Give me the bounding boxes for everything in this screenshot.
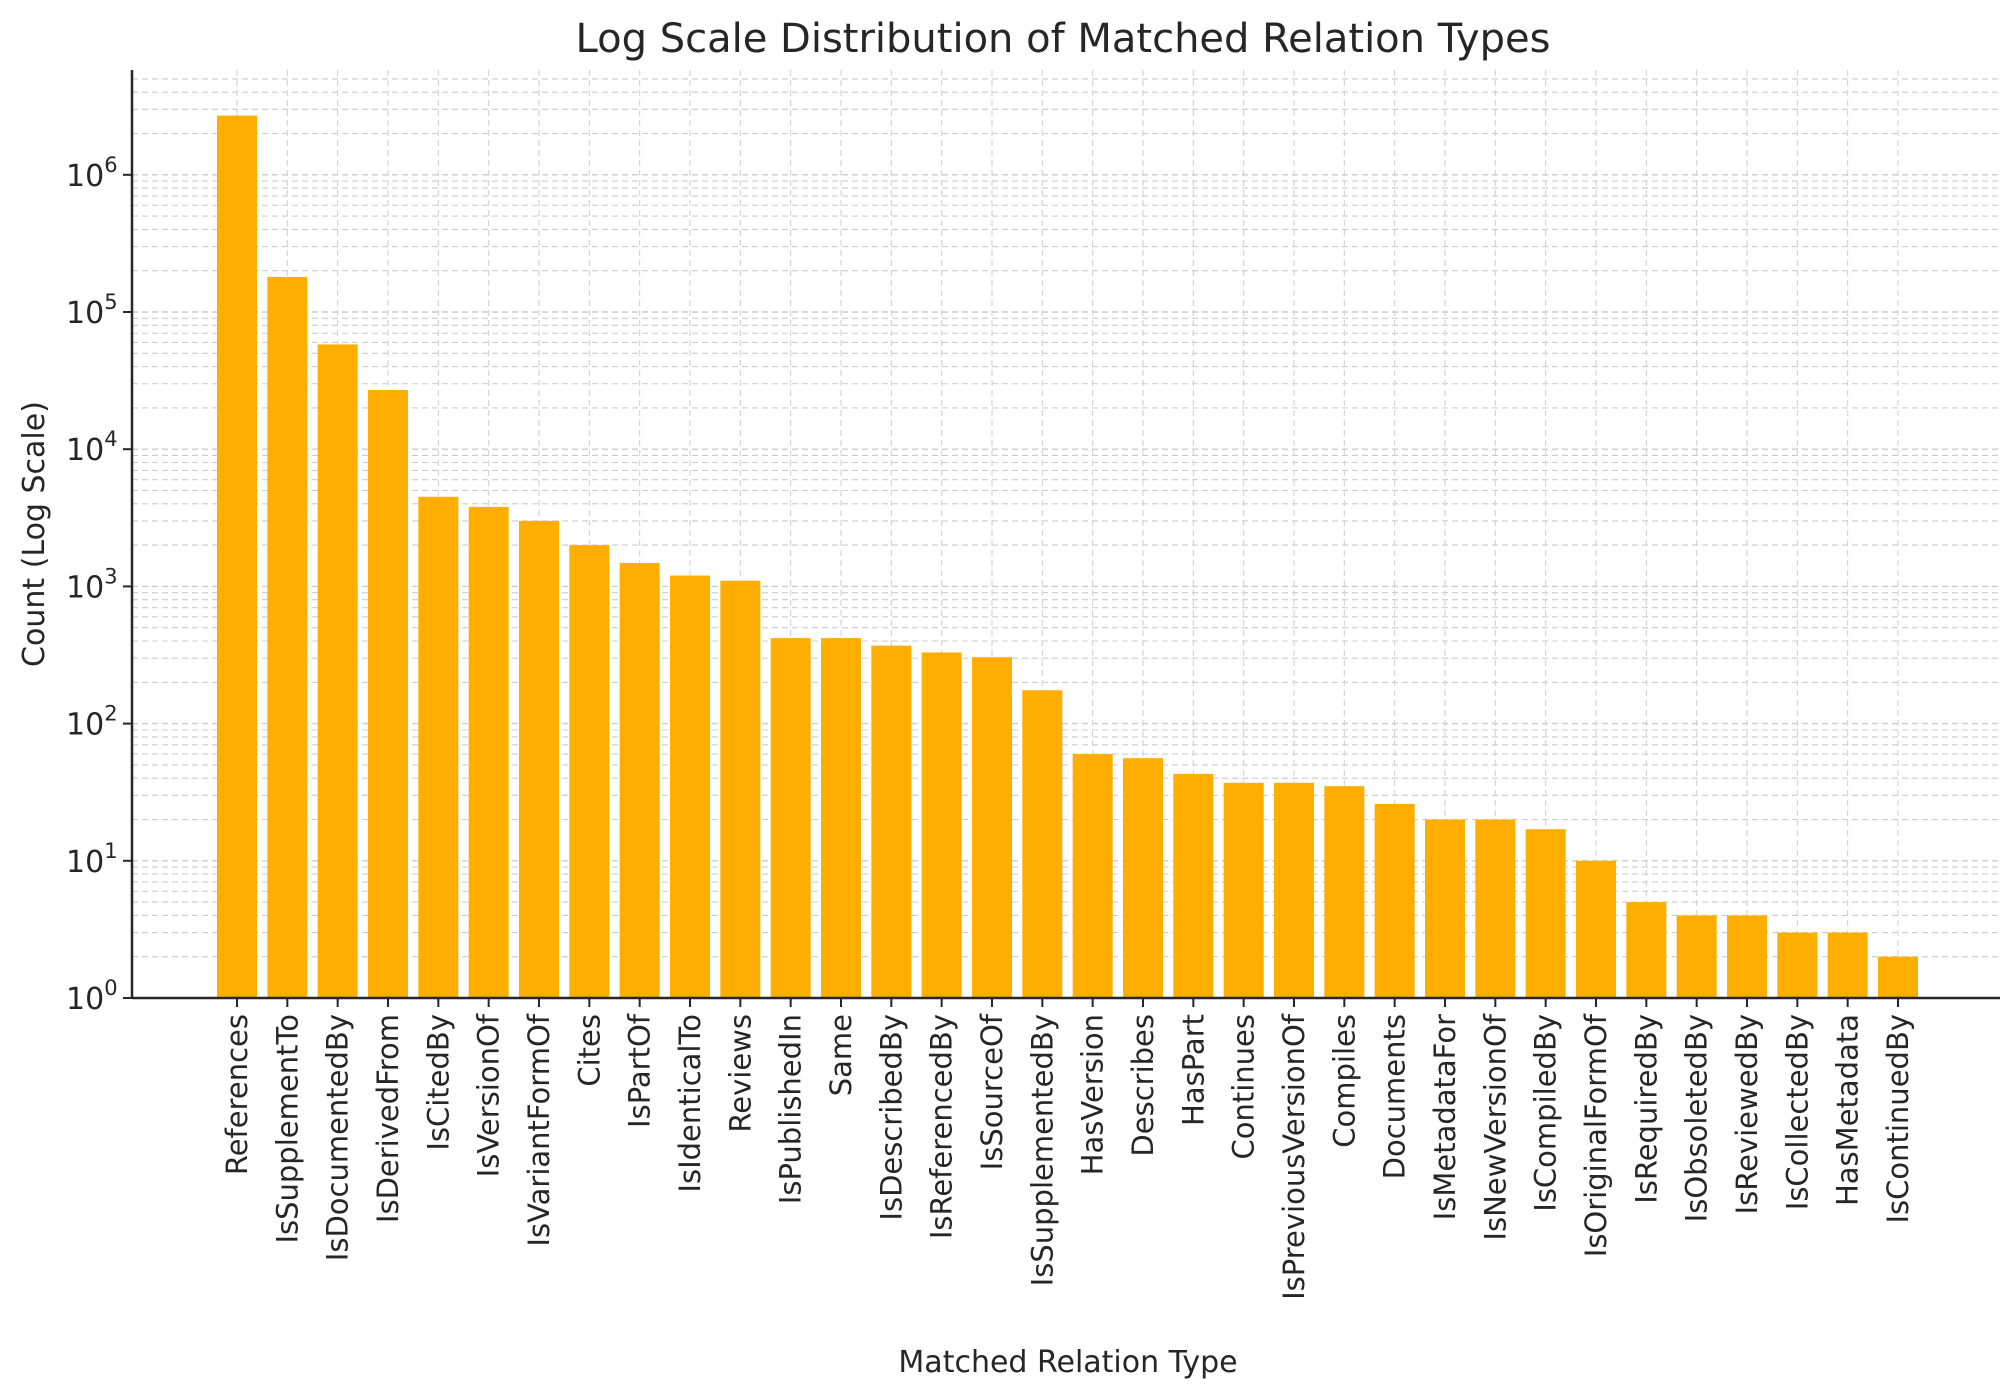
x-axis-label: Matched Relation Type [898,1345,1237,1380]
bar-HasMetadata [1827,932,1868,998]
x-tick-label: IsContinuedBy [1881,1014,1915,1224]
x-tick-label: IsReferencedBy [925,1014,959,1239]
bars [217,115,1918,999]
x-tick-label: IsDerivedFrom [371,1014,405,1223]
bar-IsNewVersionOf [1475,819,1516,998]
y-tick-label: 102 [66,702,118,743]
bar-IsDerivedFrom [368,390,408,998]
x-tick-label: IsPreviousVersionOf [1277,1013,1311,1300]
y-tick-label: 106 [66,153,118,194]
x-tick-label: IsObsoletedBy [1680,1014,1714,1222]
bar-IsPartOf [619,563,660,998]
x-tick-label: References [220,1014,254,1175]
x-tick-label: Documents [1378,1014,1412,1179]
bar-References [217,115,257,999]
bar-IsOriginalFormOf [1576,860,1616,998]
bar-IsObsoletedBy [1676,915,1717,998]
bar-IsMetadataFor [1425,819,1465,998]
x-tick-label: Compiles [1327,1014,1361,1148]
x-tick-label: IsPartOf [623,1013,657,1128]
x-tick-label: IsCitedBy [421,1014,455,1151]
x-tick-label: IsVariantFormOf [522,1013,556,1246]
x-tick-label: Reviews [723,1014,757,1133]
x-tick-label: IsCompiledBy [1529,1014,1563,1212]
bar-Continues [1223,782,1264,998]
y-tick-label: 101 [66,839,118,880]
y-tick-label: 104 [66,427,118,468]
chart-title: Log Scale Distribution of Matched Relati… [576,16,1551,62]
bar-IsVersionOf [468,506,509,998]
y-tick-labels: 100 101 102 103 104 105 106 [66,153,132,1017]
bar-Compiles [1324,786,1365,998]
x-tick-label: IsSupplementTo [270,1014,304,1244]
x-tick-label: IsSourceOf [975,1013,1009,1170]
x-tick-label: IsMetadataFor [1428,1014,1462,1220]
bar-Documents [1374,803,1415,998]
x-tick-label: HasVersion [1076,1014,1110,1175]
bar-HasVersion [1072,754,1113,998]
x-tick-label: Same [824,1014,858,1096]
x-tick-label: IsSupplementedBy [1025,1014,1059,1286]
bar-IsPreviousVersionOf [1274,782,1314,998]
bar-IsCompiledBy [1525,829,1566,998]
x-tick-label: IsVersionOf [472,1013,506,1177]
x-tick-label: Continues [1227,1014,1261,1160]
bar-IsCollectedBy [1777,932,1818,998]
bar-Reviews [720,580,761,998]
x-tick-label: HasPart [1176,1014,1210,1126]
bar-IsCitedBy [418,496,459,998]
x-tick-label: IsCollectedBy [1780,1014,1814,1210]
x-tick-label: IsRequiredBy [1629,1014,1663,1204]
bar-Describes [1123,758,1163,998]
x-tick-labels: References IsSupplementTo IsDocumentedBy Is… [220,998,1915,1300]
x-tick-label: Cites [572,1014,606,1087]
bar-IsSupplementedBy [1022,690,1063,998]
grid-lines [132,70,2000,999]
y-tick-label: 105 [66,290,118,331]
bar-IsSupplementTo [267,276,308,998]
x-tick-label: IsPublishedIn [774,1014,808,1204]
bar-IsPublishedIn [770,638,811,998]
x-tick-label: IsReviewedBy [1730,1014,1764,1214]
bar-Same [821,638,861,998]
x-tick-label: IsDocumentedBy [321,1014,355,1261]
bar-IsReviewedBy [1727,915,1767,998]
bar-HasPart [1173,773,1214,998]
bar-Cites [569,545,610,998]
bar-IsRequiredBy [1626,902,1667,998]
bar-IsIdenticalTo [670,575,710,998]
y-tick-label: 103 [66,564,118,605]
y-tick-label: 100 [66,976,118,1017]
axes [130,70,2000,1000]
x-tick-label: IsNewVersionOf [1478,1013,1512,1240]
x-tick-label: HasMetadata [1831,1014,1865,1206]
bar-IsDocumentedBy [317,344,358,999]
x-tick-label: IsIdenticalTo [673,1014,707,1193]
bar-IsReferencedBy [921,652,962,998]
bar-IsContinuedBy [1878,956,1918,998]
bar-IsVariantFormOf [519,520,559,998]
x-tick-label: IsDescribedBy [874,1014,908,1221]
bar-IsSourceOf [972,657,1012,998]
x-tick-label: Describes [1126,1014,1160,1157]
bar-IsDescribedBy [871,645,912,998]
y-axis-label: Count (Log Scale) [17,401,52,667]
x-tick-label: IsOriginalFormOf [1579,1013,1613,1257]
